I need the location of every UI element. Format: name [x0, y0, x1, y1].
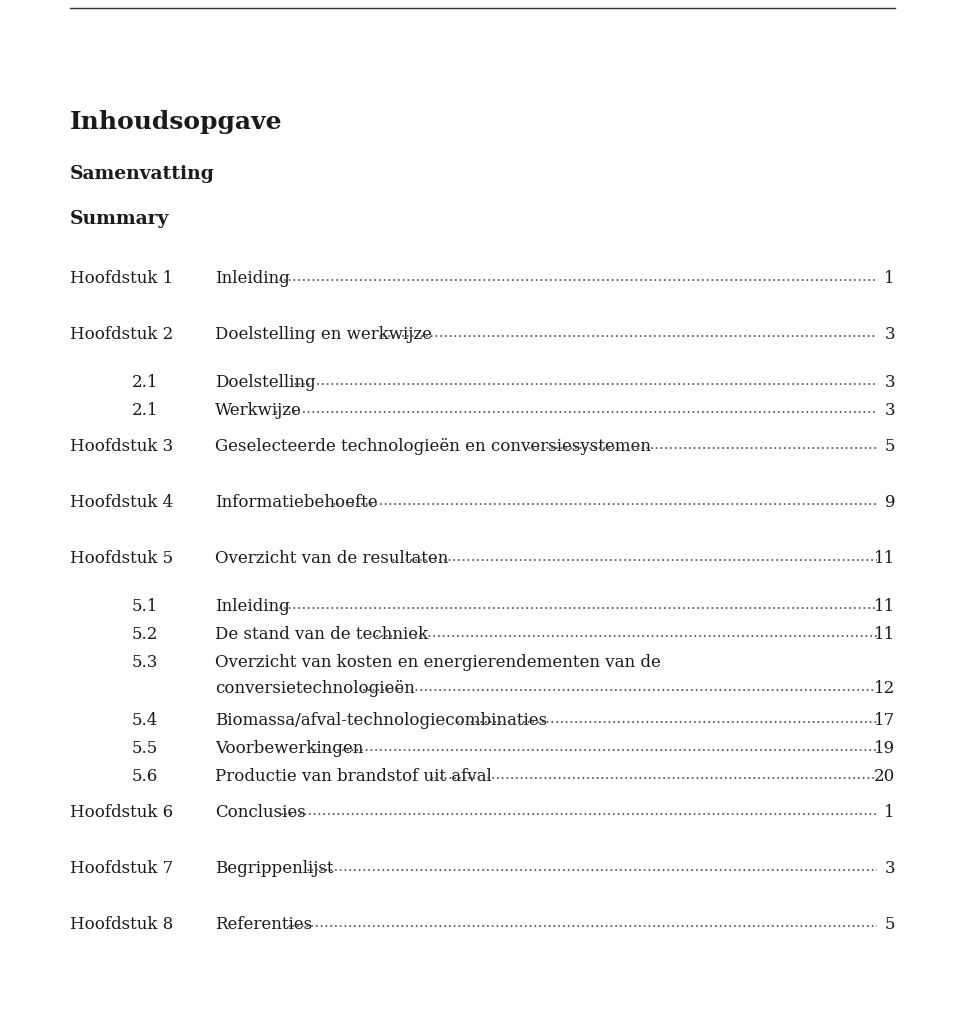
Text: 1: 1	[884, 804, 895, 821]
Text: 11: 11	[874, 598, 895, 615]
Text: Hoofdstuk 4: Hoofdstuk 4	[70, 494, 173, 511]
Text: 1: 1	[884, 270, 895, 287]
Text: Overzicht van kosten en energierendementen van de: Overzicht van kosten en energierendement…	[215, 654, 660, 671]
Text: Doelstelling en werkwijze: Doelstelling en werkwijze	[215, 326, 432, 343]
Text: 5.5: 5.5	[132, 740, 158, 758]
Text: Hoofdstuk 6: Hoofdstuk 6	[70, 804, 173, 821]
Text: 3: 3	[884, 860, 895, 877]
Text: 2.1: 2.1	[132, 402, 158, 419]
Text: Inhoudsopgave: Inhoudsopgave	[70, 110, 282, 134]
Text: ................................................................................: ........................................…	[391, 550, 960, 564]
Text: De stand van de techniek: De stand van de techniek	[215, 626, 428, 643]
Text: 5.4: 5.4	[132, 712, 158, 729]
Text: 5: 5	[884, 916, 895, 933]
Text: Hoofdstuk 3: Hoofdstuk 3	[70, 438, 173, 454]
Text: Hoofdstuk 1: Hoofdstuk 1	[70, 270, 173, 287]
Text: Inleiding: Inleiding	[215, 598, 290, 615]
Text: 9: 9	[884, 494, 895, 511]
Text: Hoofdstuk 8: Hoofdstuk 8	[70, 916, 173, 933]
Text: 5.6: 5.6	[132, 768, 158, 785]
Text: ................................................................................: ........................................…	[358, 680, 960, 694]
Text: Geselecteerde technologieën en conversiesystemen: Geselecteerde technologieën en conversie…	[215, 438, 651, 454]
Text: ................................................................................: ........................................…	[274, 270, 960, 284]
Text: Voorbewerkingen: Voorbewerkingen	[215, 740, 364, 758]
Text: 5.3: 5.3	[132, 654, 158, 671]
Text: Hoofdstuk 2: Hoofdstuk 2	[70, 326, 173, 343]
Text: 5: 5	[884, 438, 895, 454]
Text: Conclusies: Conclusies	[215, 804, 305, 821]
Text: ................................................................................: ........................................…	[371, 626, 960, 640]
Text: 20: 20	[874, 768, 895, 785]
Text: 3: 3	[884, 374, 895, 391]
Text: 3: 3	[884, 402, 895, 419]
Text: conversietechnologieën: conversietechnologieën	[215, 680, 415, 697]
Text: 11: 11	[874, 550, 895, 567]
Text: 5.2: 5.2	[132, 626, 158, 643]
Text: Overzicht van de resultaten: Overzicht van de resultaten	[215, 550, 448, 567]
Text: Informatiebehoefte: Informatiebehoefte	[215, 494, 377, 511]
Text: Productie van brandstof uit afval: Productie van brandstof uit afval	[215, 768, 492, 785]
Text: ................................................................................: ........................................…	[286, 916, 960, 930]
Text: ................................................................................: ........................................…	[274, 402, 960, 416]
Text: ................................................................................: ........................................…	[306, 860, 960, 874]
Text: ................................................................................: ........................................…	[377, 326, 960, 340]
Text: ................................................................................: ........................................…	[280, 804, 960, 818]
Text: Hoofdstuk 7: Hoofdstuk 7	[70, 860, 173, 877]
Text: ................................................................................: ........................................…	[274, 598, 960, 612]
Text: ................................................................................: ........................................…	[332, 494, 960, 508]
Text: ................................................................................: ........................................…	[527, 438, 960, 452]
Text: 12: 12	[874, 680, 895, 697]
Text: 5.1: 5.1	[132, 598, 158, 615]
Text: ................................................................................: ........................................…	[313, 740, 960, 754]
Text: Referenties: Referenties	[215, 916, 312, 933]
Text: Inleiding: Inleiding	[215, 270, 290, 287]
Text: Biomassa/afval-technologiecombinaties: Biomassa/afval-technologiecombinaties	[215, 712, 547, 729]
Text: 3: 3	[884, 326, 895, 343]
Text: ................................................................................: ........................................…	[429, 768, 960, 782]
Text: 11: 11	[874, 626, 895, 643]
Text: ................................................................................: ........................................…	[455, 712, 960, 726]
Text: Begrippenlijst: Begrippenlijst	[215, 860, 333, 877]
Text: Werkwijze: Werkwijze	[215, 402, 301, 419]
Text: Doelstelling: Doelstelling	[215, 374, 316, 391]
Text: Hoofdstuk 5: Hoofdstuk 5	[70, 550, 173, 567]
Text: Samenvatting: Samenvatting	[70, 165, 215, 183]
Text: 17: 17	[874, 712, 895, 729]
Text: 19: 19	[874, 740, 895, 758]
Text: Summary: Summary	[70, 210, 170, 228]
Text: 2.1: 2.1	[132, 374, 158, 391]
Text: ................................................................................: ........................................…	[293, 374, 960, 388]
